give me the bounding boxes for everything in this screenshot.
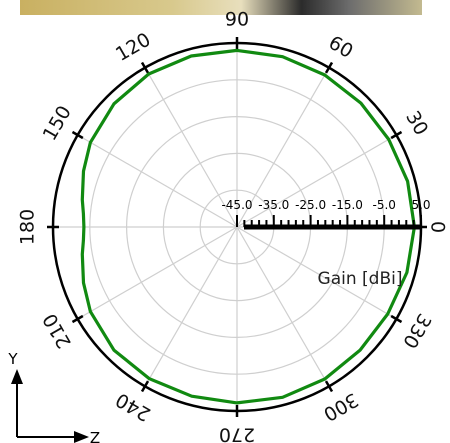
- y-axis-label: Y: [7, 350, 18, 368]
- z-arrowhead: [74, 431, 89, 443]
- grid-spoke: [236, 226, 330, 387]
- scale-label: -45.0: [221, 198, 252, 212]
- photo-strip: [20, 0, 422, 15]
- angle-tick: [324, 380, 334, 393]
- angle-tick: [390, 314, 403, 324]
- angle-label-240: 240: [112, 388, 154, 425]
- radial-axis-label: Gain [dBi]: [318, 269, 403, 289]
- z-axis-label: Z: [90, 429, 100, 443]
- angle-tick: [324, 61, 334, 74]
- angle-tick: [71, 314, 84, 324]
- angle-label-60: 60: [325, 32, 357, 63]
- angle-label-330: 330: [398, 310, 435, 352]
- angle-label-30: 30: [401, 107, 432, 139]
- grid-spoke: [144, 67, 238, 228]
- scale-label: -35.0: [258, 198, 289, 212]
- scale-label: -25.0: [295, 198, 326, 212]
- angle-tick: [390, 130, 403, 140]
- angle-label-120: 120: [112, 29, 154, 66]
- angle-label-270: 270: [219, 424, 255, 443]
- angle-label-90: 90: [225, 9, 249, 31]
- angle-label-300: 300: [320, 388, 362, 425]
- angle-label-150: 150: [39, 102, 76, 144]
- grid-spoke: [77, 226, 238, 320]
- gain-curve: [80, 48, 416, 405]
- coordinate-axes: Y Z: [7, 350, 100, 443]
- grid-spoke: [236, 226, 397, 320]
- angle-tick: [140, 61, 150, 74]
- scale-label: -15.0: [332, 198, 363, 212]
- grid-spoke: [144, 226, 238, 387]
- grid-spoke: [236, 67, 330, 228]
- angle-label-180: 180: [17, 209, 39, 245]
- radial-scale: -45.0 -35.0 -25.0 -15.0 -5.0 5.0: [221, 198, 431, 230]
- grid-spoke: [77, 134, 238, 228]
- grid-spoke: [236, 134, 397, 228]
- scale-label: -5.0: [372, 198, 395, 212]
- series-layer: [80, 48, 416, 405]
- scale-label: 5.0: [411, 198, 430, 212]
- y-arrowhead: [11, 369, 23, 384]
- angle-tick: [71, 130, 84, 140]
- angle-label-0: 0: [427, 221, 449, 233]
- angle-label-210: 210: [39, 310, 76, 352]
- angle-tick: [140, 380, 150, 393]
